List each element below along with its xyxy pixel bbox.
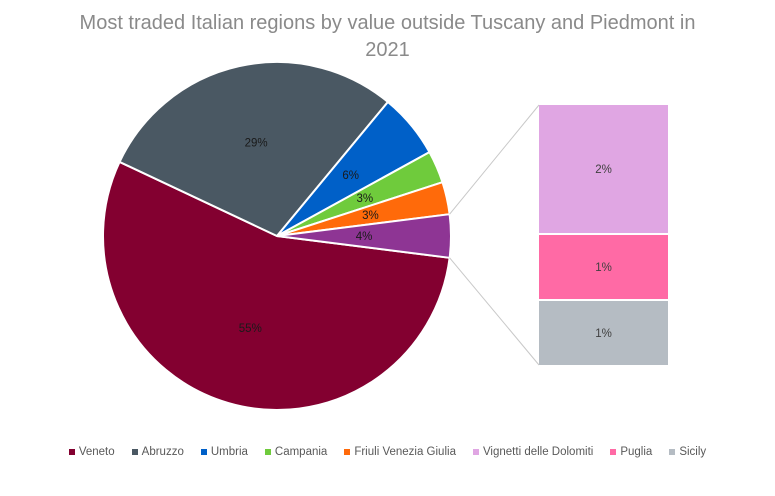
chart-title: Most traded Italian regions by value out… [79,12,696,61]
slice-label-friuli-venezia-giulia: 3% [362,210,379,222]
legend-label: Sicily [679,446,707,458]
legend-swatch [344,449,351,455]
legend-swatch [131,449,138,455]
legend-item-umbria: Umbria [200,446,248,458]
connector-line-top [449,104,540,215]
legend-label: Veneto [78,446,115,458]
legend-label: Puglia [620,446,653,458]
legend-swatch [264,449,271,455]
bar-segment-vignetti-delle-dolomiti [539,105,668,233]
legend-label: Friuli Venezia Giulia [354,446,456,458]
legend-item-veneto: Veneto [68,446,115,458]
legend-item-sicily: Sicily [669,446,706,458]
chart-legend: Veneto Abruzzo Umbria Campania Friuli Venezi… [0,446,775,458]
legend-item-vignetti-delle-dolomiti: Vignetti delle Dolomiti [472,446,594,458]
slice-label-abruzzo: 29% [245,138,268,150]
legend-swatch [610,449,617,455]
legend-swatch [200,449,207,455]
legend-item-campania: Campania [264,446,328,458]
bar-label-vignetti-delle-dolomiti: 2% [595,164,612,176]
legend-swatch [472,449,479,455]
legend-item-abruzzo: Abruzzo [131,446,184,458]
bar-label-puglia: 1% [595,262,612,274]
legend-item-friuli-venezia-giulia: Friuli Venezia Giulia [344,446,456,458]
pie-slice-abruzzo [118,60,390,238]
slice-label-campania: 3% [356,193,373,205]
pie-slice-veneto [102,160,451,411]
bar-segment-puglia [539,235,668,299]
legend-label: Abruzzo [141,446,184,458]
slice-label-veneto: 55% [239,323,262,335]
bar-label-sicily: 1% [595,328,612,340]
legend-label: Campania [274,446,328,458]
slice-label-other: 4% [356,231,373,243]
legend-label: Vignetti delle Dolomiti [482,446,594,458]
legend-swatch [68,449,75,455]
bar-segment-sicily [539,301,668,365]
legend-item-puglia: Puglia [610,446,652,458]
slice-label-umbria: 6% [342,170,359,182]
legend-swatch [669,449,676,455]
legend-label: Umbria [210,446,248,458]
connector-line-bottom [449,257,540,366]
